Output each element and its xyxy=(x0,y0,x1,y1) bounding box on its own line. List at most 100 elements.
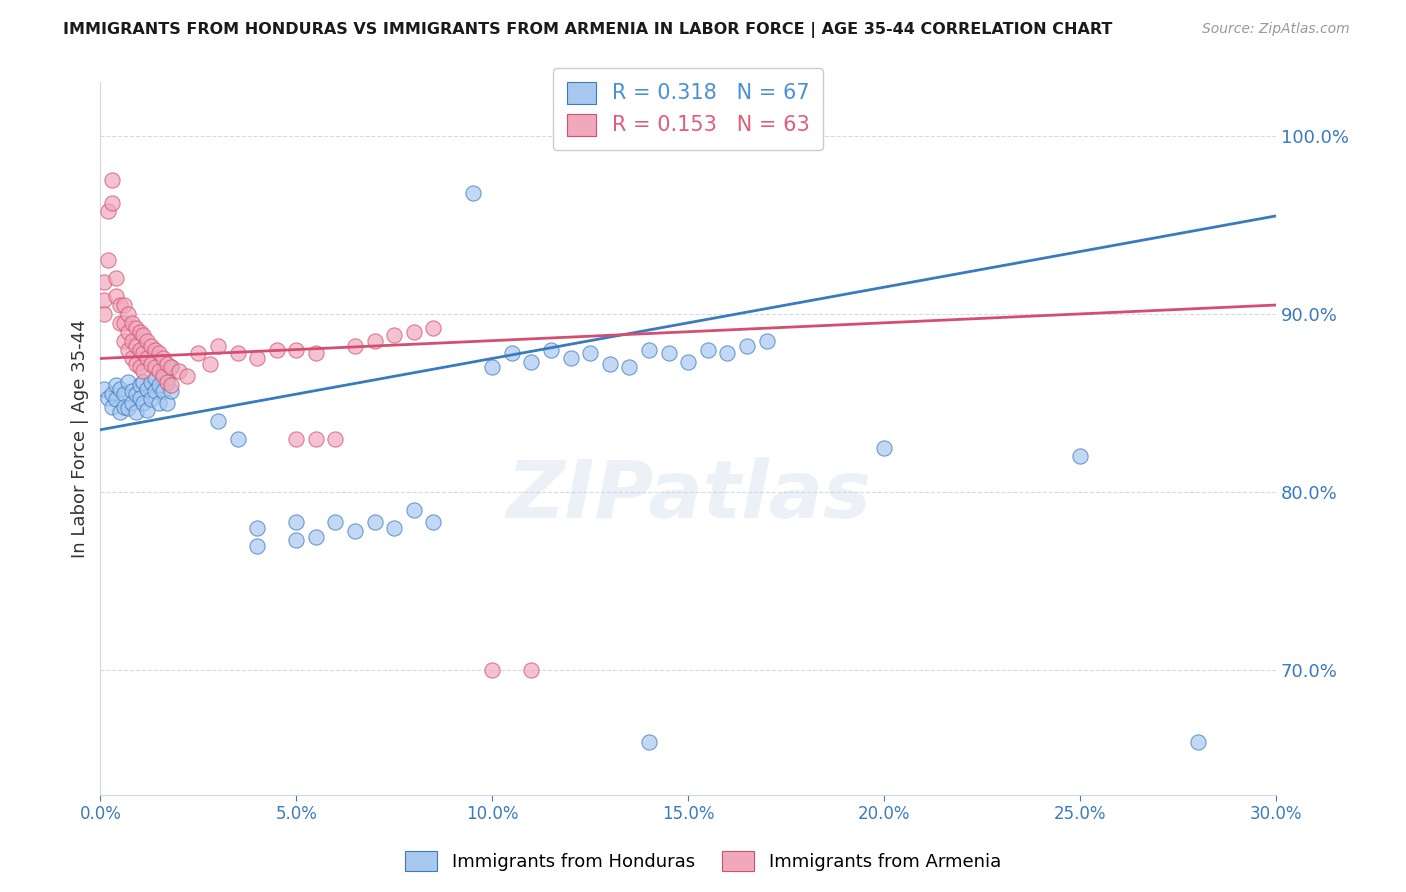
Point xyxy=(187,346,209,360)
Point xyxy=(117,325,139,339)
Point xyxy=(325,516,347,530)
Point xyxy=(305,346,328,360)
Point xyxy=(101,196,124,211)
Point xyxy=(152,384,174,398)
Point xyxy=(520,663,543,677)
Point xyxy=(101,400,124,414)
Point xyxy=(246,539,269,553)
Point xyxy=(128,360,150,375)
Point xyxy=(124,339,146,353)
Point xyxy=(198,357,221,371)
Point xyxy=(112,387,135,401)
Point xyxy=(93,293,115,307)
Point xyxy=(141,392,163,407)
Point xyxy=(128,378,150,392)
Point xyxy=(101,387,124,401)
Point xyxy=(638,343,661,357)
Point xyxy=(124,405,146,419)
Point xyxy=(285,343,308,357)
Point xyxy=(143,371,166,385)
Point xyxy=(117,375,139,389)
Point xyxy=(136,403,159,417)
Point xyxy=(160,384,183,398)
Legend: Immigrants from Honduras, Immigrants from Armenia: Immigrants from Honduras, Immigrants fro… xyxy=(398,844,1008,879)
Point xyxy=(121,384,143,398)
Point xyxy=(246,351,269,366)
Point xyxy=(619,360,641,375)
Point xyxy=(481,663,503,677)
Point xyxy=(638,734,661,748)
Point xyxy=(105,378,128,392)
Point xyxy=(105,289,128,303)
Point xyxy=(156,396,179,410)
Point xyxy=(112,334,135,348)
Point xyxy=(285,516,308,530)
Point xyxy=(105,392,128,407)
Point xyxy=(112,316,135,330)
Point xyxy=(305,432,328,446)
Point xyxy=(325,432,347,446)
Point xyxy=(128,325,150,339)
Point xyxy=(402,325,425,339)
Text: IMMIGRANTS FROM HONDURAS VS IMMIGRANTS FROM ARMENIA IN LABOR FORCE | AGE 35-44 C: IMMIGRANTS FROM HONDURAS VS IMMIGRANTS F… xyxy=(63,22,1112,38)
Point xyxy=(382,328,405,343)
Point xyxy=(156,371,179,385)
Point xyxy=(121,351,143,366)
Point xyxy=(148,346,170,360)
Point xyxy=(117,343,139,357)
Point xyxy=(112,298,135,312)
Point xyxy=(160,378,183,392)
Point xyxy=(117,401,139,416)
Point xyxy=(132,375,155,389)
Point xyxy=(363,516,385,530)
Point xyxy=(481,360,503,375)
Point xyxy=(136,334,159,348)
Point xyxy=(112,400,135,414)
Point xyxy=(108,405,131,419)
Point xyxy=(167,364,190,378)
Point xyxy=(152,351,174,366)
Point xyxy=(141,375,163,389)
Point xyxy=(132,346,155,360)
Point xyxy=(143,360,166,375)
Point xyxy=(1069,450,1091,464)
Point xyxy=(676,355,699,369)
Y-axis label: In Labor Force | Age 35-44: In Labor Force | Age 35-44 xyxy=(72,319,89,558)
Point xyxy=(101,173,124,187)
Point xyxy=(344,524,367,539)
Point xyxy=(108,298,131,312)
Point xyxy=(363,334,385,348)
Point xyxy=(143,343,166,357)
Point xyxy=(176,369,198,384)
Point xyxy=(132,328,155,343)
Point xyxy=(156,375,179,389)
Point xyxy=(108,316,131,330)
Point xyxy=(97,391,120,405)
Point xyxy=(226,346,249,360)
Point xyxy=(143,384,166,398)
Point xyxy=(160,360,183,375)
Point xyxy=(422,321,444,335)
Point xyxy=(755,334,778,348)
Point xyxy=(735,339,758,353)
Point xyxy=(207,339,229,353)
Point xyxy=(285,533,308,548)
Point xyxy=(117,307,139,321)
Point xyxy=(136,382,159,396)
Point xyxy=(560,351,582,366)
Point xyxy=(305,530,328,544)
Point xyxy=(344,339,367,353)
Point xyxy=(226,432,249,446)
Point xyxy=(156,357,179,371)
Point xyxy=(520,355,543,369)
Point xyxy=(422,516,444,530)
Point xyxy=(873,441,896,455)
Point xyxy=(1187,734,1209,748)
Point xyxy=(141,339,163,353)
Point xyxy=(128,391,150,405)
Point xyxy=(97,253,120,268)
Point xyxy=(93,307,115,321)
Point xyxy=(141,357,163,371)
Point xyxy=(136,351,159,366)
Point xyxy=(93,275,115,289)
